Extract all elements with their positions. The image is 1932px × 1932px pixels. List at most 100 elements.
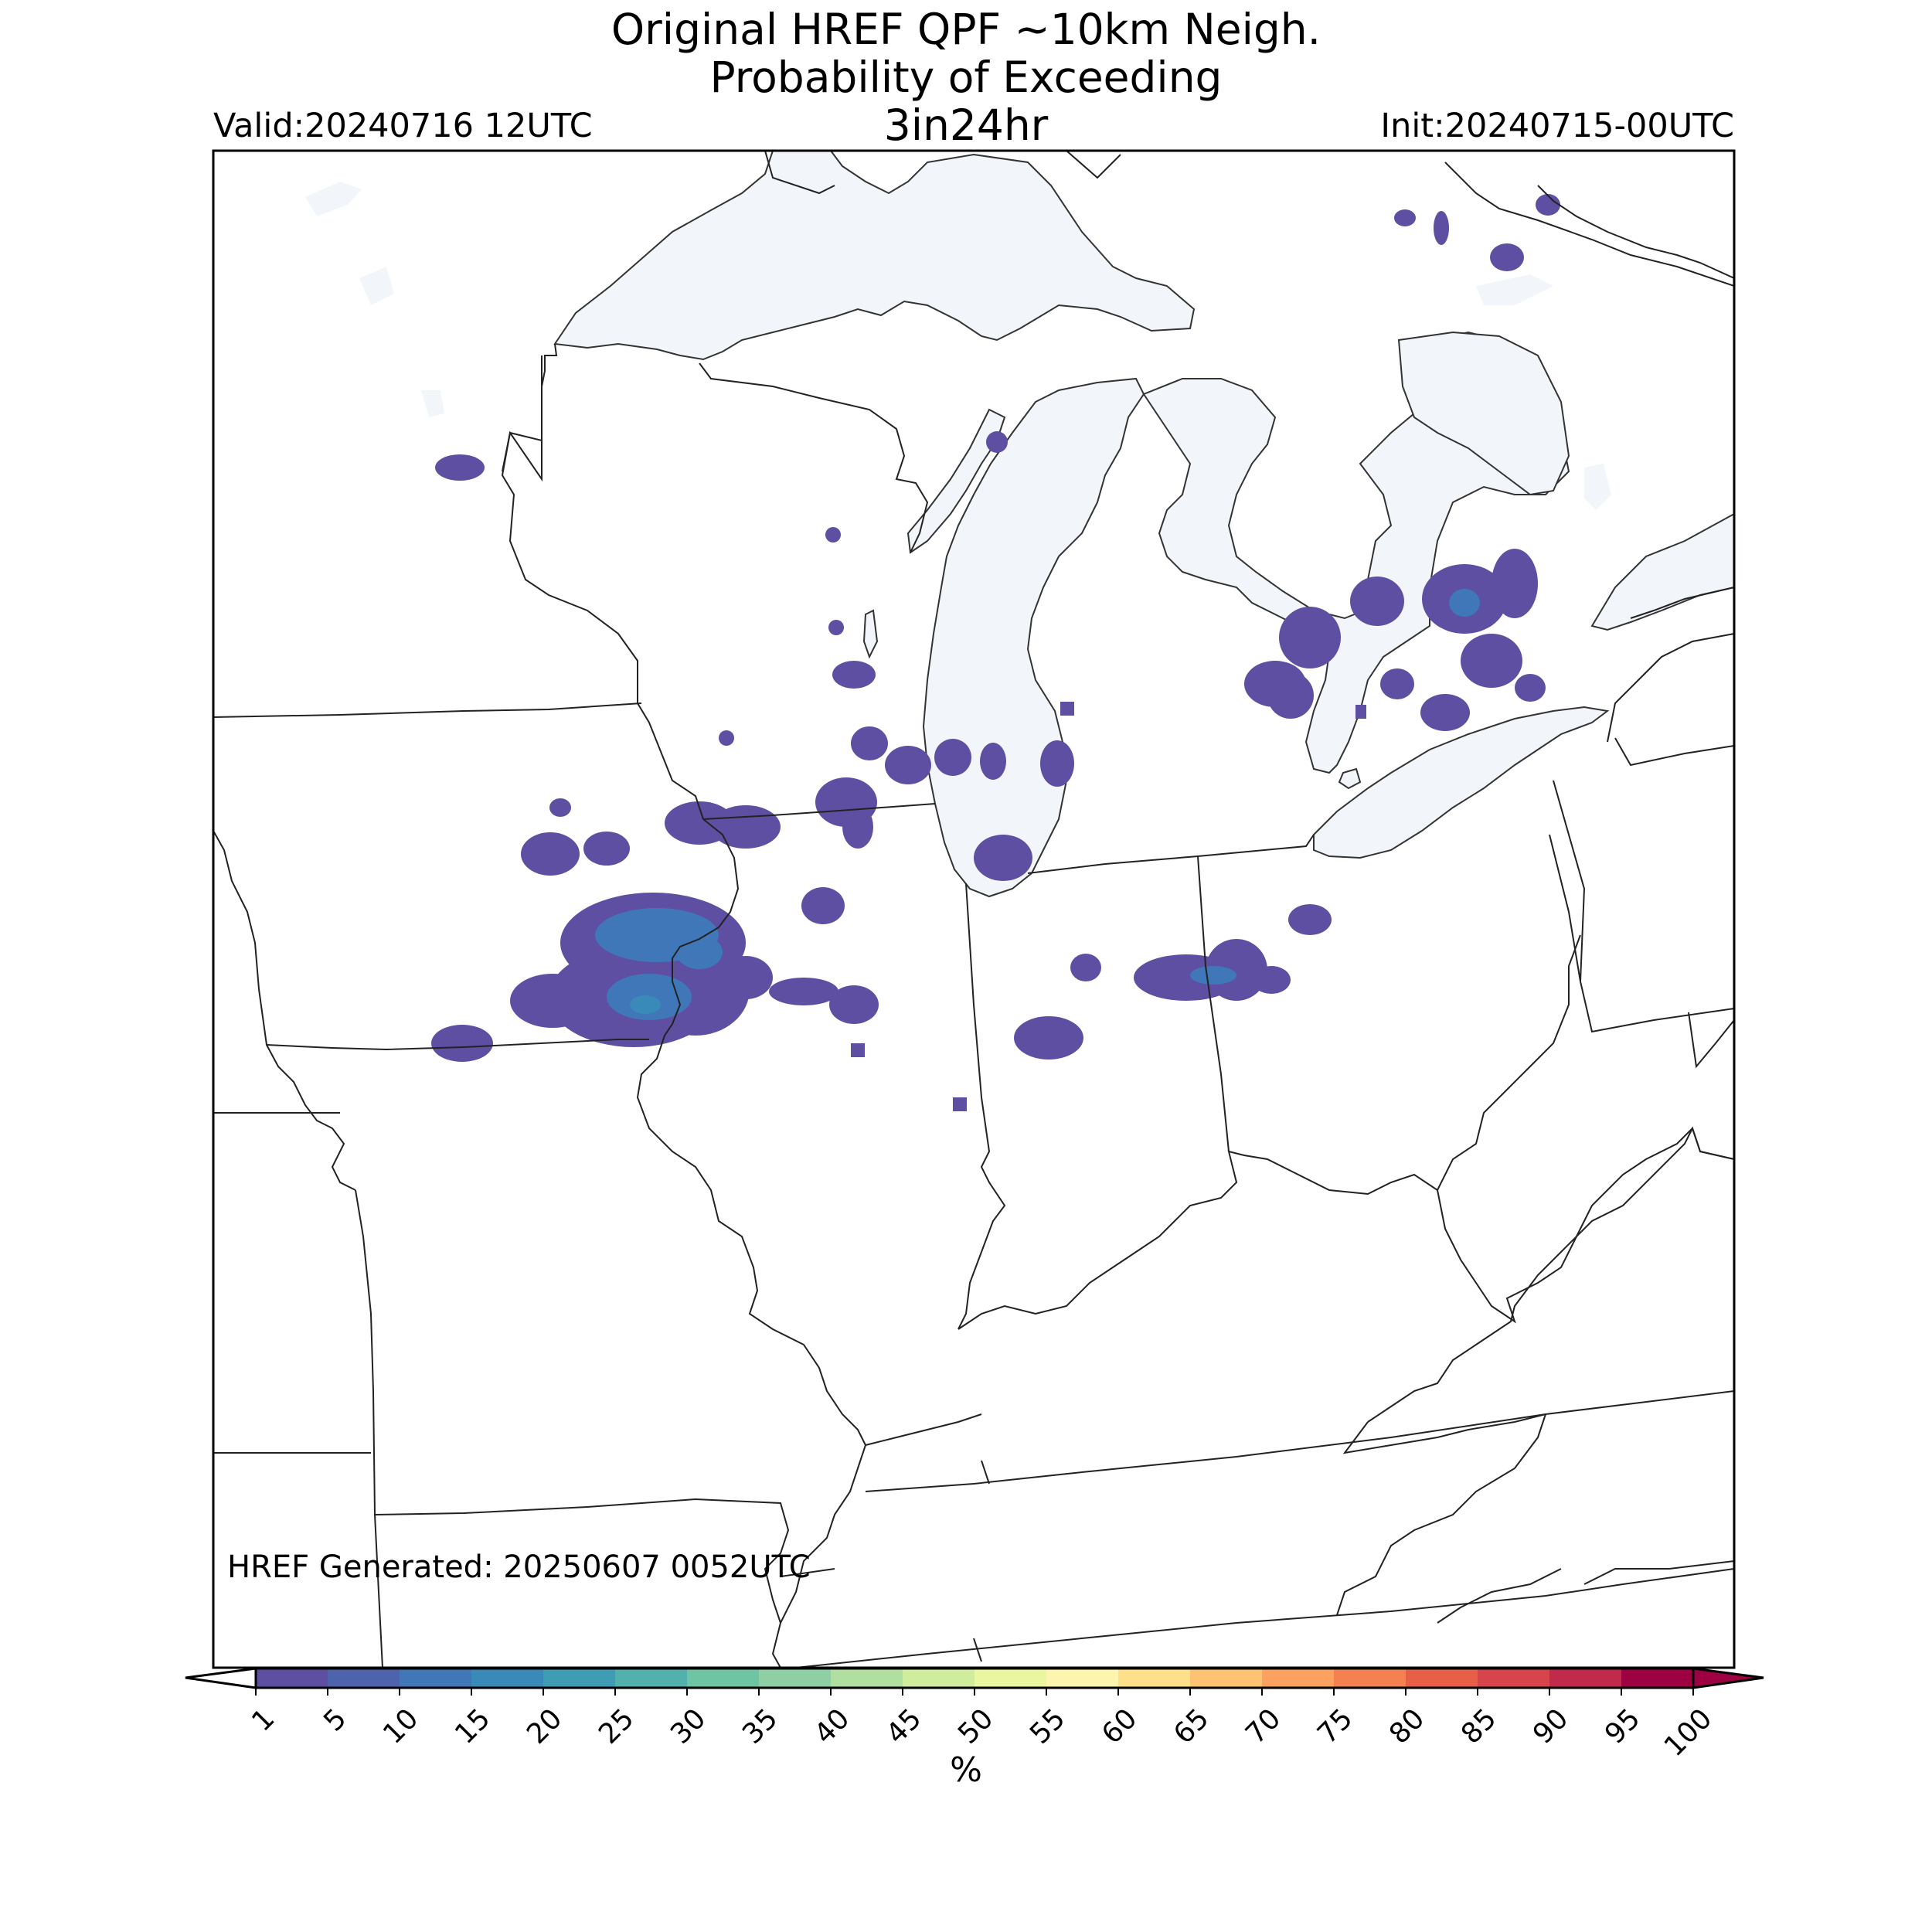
ks-mo-border [355, 1189, 383, 1668]
colorbar-segment [256, 1668, 328, 1688]
in-oh-border [1197, 855, 1230, 1152]
prob-area-on-north-1 [1394, 209, 1416, 226]
title-line-3: 3in24hr [883, 100, 1049, 150]
prob-area-mi-thumb-3 [1492, 549, 1538, 618]
prob-area-wi-south-1 [851, 726, 888, 760]
mn-wi-border [501, 367, 704, 820]
colorbar-tick-label: 85 [1455, 1702, 1502, 1750]
title-line-1: Original HREF QPF ~10km Neigh. [611, 5, 1321, 54]
colorbar-segment [1334, 1668, 1406, 1688]
colorbar-tick-label: 55 [1024, 1702, 1071, 1750]
prob-area-wi-north-1 [825, 527, 841, 543]
colorbar-tick-label: 95 [1599, 1702, 1646, 1750]
prob-area-in-central-1 [1070, 954, 1101, 981]
prob-area-wi-south-3 [934, 739, 971, 776]
colorbar-tick-label: 70 [1240, 1702, 1287, 1750]
small-lake-5 [1584, 464, 1611, 510]
tn-south-border [795, 1568, 1734, 1668]
small-lake-3 [359, 267, 394, 305]
lake-winnebago [862, 609, 879, 659]
ia-mo-border [266, 1039, 649, 1051]
prob-area-wi-dot [719, 730, 734, 746]
prob-area-on-north-2 [1434, 211, 1449, 245]
colorbar-tick-label: 25 [593, 1702, 640, 1750]
prob-area-ia-north-1 [549, 798, 571, 817]
lake-michigan [922, 377, 1145, 898]
colorbar-segment [1262, 1668, 1335, 1688]
colorbar-tick-label: 45 [880, 1702, 927, 1750]
boundaries [213, 151, 1734, 1668]
colorbar-segment [543, 1668, 616, 1688]
wv-east [1367, 1126, 1734, 1423]
valid-time-label: Valid:20240716 12UTC [213, 107, 593, 145]
wv-va-border [1688, 1012, 1734, 1069]
prob-area-wi-il-2 [842, 805, 873, 849]
prob-area-ia-ne-2 [711, 805, 781, 849]
lake-superior [553, 151, 1196, 361]
prob-area-on-north-3 [1536, 194, 1560, 216]
prob-area-in-oh-core [1190, 966, 1236, 985]
prob-area-wi-south-2 [885, 746, 931, 784]
mo-ar-border [374, 1498, 790, 1624]
colorbar-tick-label: 35 [736, 1702, 784, 1750]
small-lake-4 [1476, 274, 1553, 305]
prob-area-in-oh-2 [1206, 939, 1267, 1001]
prob-area-il-nw-2 [769, 978, 838, 1005]
colorbar-tick-label: 60 [1096, 1702, 1143, 1750]
prob-area-mi-thumb-4 [1461, 634, 1522, 688]
georgian-bay [1397, 331, 1570, 496]
colorbar: 1 5 10 15 20 25 30 35 40 45 50 55 60 65 70 75 80 85 90 95 10… [185, 1667, 1764, 1763]
colorbar-segment [975, 1668, 1047, 1688]
mississippi-river [636, 818, 867, 1668]
ontario-border-east [1537, 185, 1734, 619]
colorbar-tick-label: 20 [521, 1702, 568, 1750]
colorbar-segment [1549, 1668, 1622, 1688]
colorbar-segment [759, 1668, 832, 1688]
ky-va-border [1342, 1413, 1546, 1454]
pa-east-border [1553, 780, 1586, 982]
prob-area-wi-central [832, 661, 876, 689]
coastline-north [541, 151, 1734, 387]
prob-area-ia-south [431, 1025, 493, 1062]
prob-area-on-north-4 [1490, 243, 1524, 271]
pa-ny-border [1614, 737, 1734, 767]
prob-area-il-dot-2 [953, 1097, 967, 1111]
generated-timestamp: HREF Generated: 20250607 0052UTC [227, 1549, 811, 1585]
prob-area-in-oh-3 [1252, 966, 1291, 994]
prob-area-il-dot-1 [851, 1043, 865, 1057]
colorbar-over-arrow [1692, 1667, 1764, 1689]
colorbar-segment [1190, 1668, 1263, 1688]
colorbar-segment [1118, 1668, 1191, 1688]
colorbar-under-arrow [185, 1667, 257, 1689]
oh-pa-border [1549, 834, 1734, 1033]
colorbar-tick-label: 10 [377, 1702, 424, 1750]
prob-area-oh-north [1288, 904, 1332, 935]
prob-area-wi-south-4 [980, 743, 1006, 780]
colorbar-tick-label: 75 [1311, 1702, 1359, 1750]
prob-area-il-north [801, 887, 845, 924]
colorbar-segment [1046, 1668, 1119, 1688]
ohio-river [957, 1127, 1734, 1330]
colorbar-tick-label: 65 [1168, 1702, 1215, 1750]
prob-area-mi-up [986, 431, 1008, 453]
colorbar-segment [1621, 1668, 1694, 1688]
lakes [305, 151, 1734, 898]
prob-area-mi-east-3 [1267, 672, 1314, 719]
colorbar-segment [903, 1668, 975, 1688]
lake-erie [1313, 706, 1610, 859]
prob-area-mi-west [1040, 740, 1074, 787]
colorbar-unit-label: % [950, 1750, 982, 1790]
colorbar-tick-label: 80 [1383, 1702, 1430, 1750]
prob-area-mi-dot [1060, 702, 1074, 716]
small-lake-2 [421, 390, 444, 417]
map-area [213, 151, 1734, 1668]
title-line-2: Probability of Exceeding [709, 53, 1223, 102]
prob-area-on-1 [1515, 674, 1546, 702]
prob-area-in-north [974, 835, 1032, 881]
prob-area-mi-thumb-5 [1380, 668, 1414, 699]
lake-ontario [1590, 512, 1734, 631]
prob-area-mi-east-1 [1279, 607, 1341, 668]
il-in-border [957, 883, 1006, 1330]
lake-st-clair [1338, 767, 1362, 790]
